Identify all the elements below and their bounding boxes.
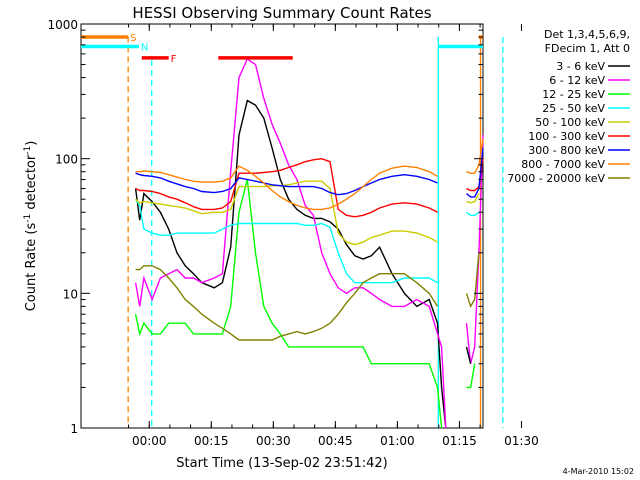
y-axis-label-base: Count Rate (s xyxy=(24,223,39,312)
series-line-7000-20000-kev xyxy=(135,265,439,341)
legend-label-50-100-kev: 50 - 100 keV xyxy=(535,116,605,129)
series-line-late-50-100-kev xyxy=(466,193,480,204)
x-tick-label-00-30: 00:30 xyxy=(256,434,291,448)
series-line-50-100-kev xyxy=(135,180,438,246)
series-line-late-300-800-kev xyxy=(466,147,484,198)
legend-label-800-7000-kev: 800 - 7000 keV xyxy=(521,158,605,171)
plot-frame xyxy=(80,23,484,429)
x-tick-label-00-45: 00:45 xyxy=(318,434,353,448)
series-line-late-25-50-kev xyxy=(466,211,480,217)
x-axis-ticks: 00:00 00:15 00:30 00:45 01:00 01:15 01:30 xyxy=(128,24,539,448)
vertical-markers xyxy=(127,36,504,428)
y-axis-label-sup2: -1 xyxy=(23,146,33,155)
series-line-late-6-12-kev xyxy=(465,134,484,364)
series-line-late-800-7000-kev xyxy=(466,138,484,174)
y-axis-label: Count Rate (s-1 detector-1) xyxy=(23,141,39,312)
series-line-100-300-kev xyxy=(135,157,438,218)
series-line-300-800-kev xyxy=(135,172,438,196)
series-line-800-7000-kev xyxy=(135,165,438,211)
legend-label-25-50-kev: 25 - 50 keV xyxy=(542,102,605,115)
series-line-25-50-kev xyxy=(135,198,438,284)
y-axis-ticks: 1 10 100 1000 xyxy=(47,18,483,436)
legend-label-100-300-kev: 100 - 300 keV xyxy=(528,130,605,143)
y-tick-label-100: 100 xyxy=(55,153,78,167)
legend-label-6-12-kev: 6 - 12 keV xyxy=(549,74,605,87)
series-line-3-6-kev xyxy=(134,99,447,429)
series-lines xyxy=(134,57,484,429)
x-tick-label-01-30: 01:30 xyxy=(504,434,539,448)
legend-label-7000-20000-kev: 7000 - 20000 keV xyxy=(507,172,605,185)
state-flag-bars: SN F xyxy=(81,33,483,65)
y-tick-label-1: 1 xyxy=(70,422,78,436)
legend-header-line-2: FDecim 1, Att 0 xyxy=(545,42,630,55)
flag-label-n: N xyxy=(141,43,148,54)
plot-area: SNF 00:00 00:15 00:30 00:45 01:00 01:15 01:30 … xyxy=(47,18,538,448)
series-line-late-12-25-kev xyxy=(466,363,476,389)
x-tick-label-01-00: 01:00 xyxy=(380,434,415,448)
chart-title: HESSI Observing Summary Count Rates xyxy=(132,4,431,22)
x-tick-label-00-00: 00:00 xyxy=(132,434,167,448)
series-line-late-3-6-kev xyxy=(465,346,472,364)
series-line-6-12-kev xyxy=(134,57,447,429)
series-line-late-7000-20000-kev xyxy=(465,252,480,309)
series-line-12-25-kev xyxy=(134,179,443,429)
x-axis-label: Start Time (13-Sep-02 23:51:42) xyxy=(176,456,387,471)
footer-date: 4-Mar-2010 15:02 xyxy=(563,467,634,476)
flag-label-s: S xyxy=(130,33,136,44)
legend-label-3-6-kev: 3 - 6 keV xyxy=(556,60,605,73)
y-axis-label-mid: detector xyxy=(24,154,39,214)
legend-label-300-800-kev: 300 - 800 keV xyxy=(528,144,605,157)
y-tick-label-1000: 1000 xyxy=(47,18,78,32)
flag-label-f: F xyxy=(171,54,177,65)
legend-label-12-25-kev: 12 - 25 keV xyxy=(542,88,605,101)
y-tick-label-10: 10 xyxy=(63,287,78,301)
x-tick-label-00-15: 00:15 xyxy=(194,434,229,448)
legend: Det 1,3,4,5,6,9, FDecim 1, Att 0 3 - 6 k… xyxy=(507,28,630,185)
y-axis-label-end: ) xyxy=(24,141,39,146)
x-tick-label-01-15: 01:15 xyxy=(442,434,477,448)
y-axis-label-sup1: -1 xyxy=(23,214,33,223)
legend-header-line-1: Det 1,3,4,5,6,9, xyxy=(544,28,630,41)
